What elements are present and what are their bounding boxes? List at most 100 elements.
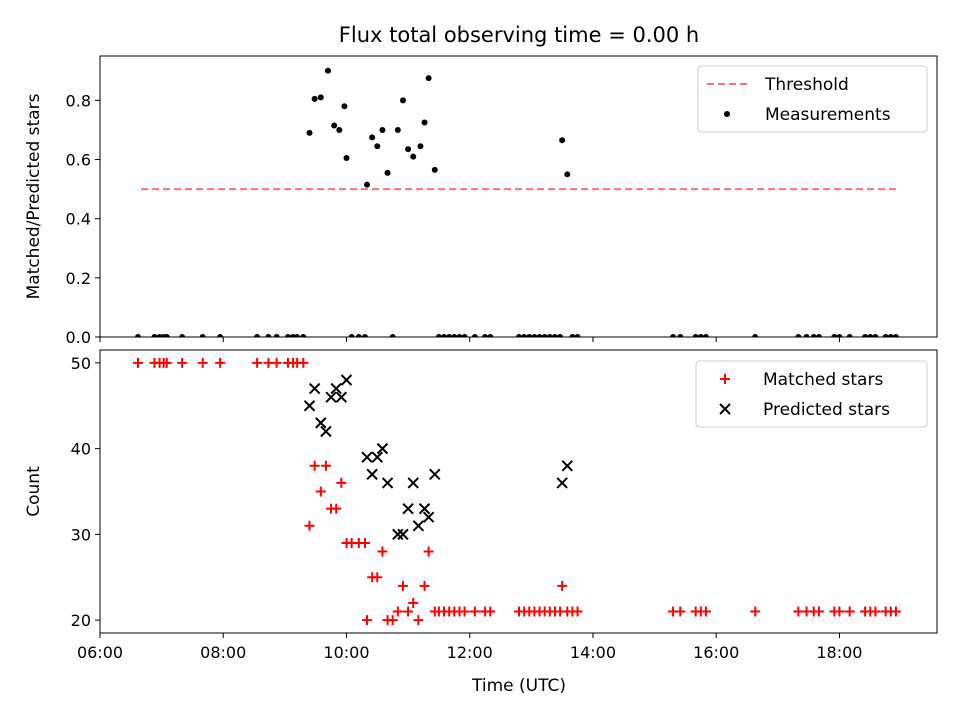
matched-starspoint [675,606,686,617]
plot-area [134,67,899,337]
measurementspoint [417,143,424,150]
figure-title: Flux total observing time = 0.00 h [339,23,699,47]
measurementspoint [399,97,406,104]
matched-starspoint [215,357,226,368]
predicted-starspoint [392,528,404,541]
legend-box [695,360,928,428]
measurementspoint [526,334,533,337]
matched-starspoint [870,606,881,617]
measurementspoint [536,334,543,337]
y-tick-label: 30 [71,525,91,544]
matched-starspoint [298,357,309,368]
y-tick-label: 0.2 [66,269,91,288]
measurementspoint [394,126,401,133]
predicted-starspoint [429,468,441,481]
matched-starspoint [403,606,414,617]
x-tick-label: 06:00 [77,643,123,662]
measurementspoint [831,334,838,337]
measurementspoint [410,153,417,160]
matched-starspoint [377,546,388,557]
y-tick-label: 0.8 [66,91,91,110]
measurementspoint [872,334,879,337]
predicted-starspoint [561,460,573,472]
matched-starspoint [359,537,370,548]
y-tick-label: 20 [71,611,91,630]
matched-starspoint [413,615,424,626]
measurementspoint [331,122,338,129]
measurementspoint [405,146,412,153]
measurementspoint [564,171,571,178]
measurementspoint [384,169,391,176]
measurementspoint [482,334,489,337]
measurementspoint [311,95,318,102]
measurementspoint [284,334,291,337]
matched-starspoint [320,460,331,471]
matched-starspoint [161,357,172,368]
measurementspoint [273,334,280,337]
predicted-starspoint [366,468,378,481]
measurementspoint [379,126,386,133]
measurementspoint [364,181,371,188]
measurementspoint [569,334,576,337]
measurementspoint [435,334,442,337]
predicted-starspoint [330,382,342,395]
predicted-starspoint [335,391,348,403]
measurementspoint [265,334,272,337]
measurementspoint [324,67,331,74]
matched-starspoint [459,606,470,617]
measurementspoint [551,334,558,337]
measurementspoint [151,334,158,337]
matched-starspoint [132,357,143,368]
legend-label: Measurements [765,105,891,125]
predicted-starspoint [376,442,389,455]
legend-label: Matched stars [763,370,883,390]
measurementspoint [294,334,301,337]
predicted-starspoint [371,451,383,463]
measurementspoint [369,134,376,141]
matched-starspoint [304,520,315,531]
measurementspoint [361,334,368,337]
matched-starspoint [750,606,761,617]
measurementspoint [803,334,810,337]
legend-box [697,65,928,133]
measurementspoint [336,126,343,133]
ratio-axes: 0.0 0.2 0.4 0.6 0.8 Matched/Predicted stars Th… [24,55,938,347]
measurementspoint [487,334,494,337]
measurementspoint [355,334,362,337]
measurementspoint [461,334,468,337]
measurementspoint [456,334,463,337]
measurementspoint [697,334,704,337]
measurementspoint [343,155,350,162]
predicted-starspoint [361,451,373,463]
measurementspoint [862,334,869,337]
matched-starspoint [423,546,434,557]
legend-label: Predicted stars [763,400,890,420]
predicted-starspoint [325,391,337,403]
matched-starspoint [392,606,403,617]
measurementspoint [677,334,684,337]
measurementspoint [846,334,853,337]
axes-frame [99,55,938,338]
measurementspoint [254,334,261,337]
measurementspoint [546,334,553,337]
matched-starspoint [485,606,496,617]
y-tick-label: 0.6 [66,151,91,170]
measurementspoint [163,334,170,337]
x-tick-label: 16:00 [693,643,739,662]
measurementspoint [199,334,206,337]
measurementspoint [795,334,802,337]
measurementspoint [374,143,381,150]
x-tick-label: 08:00 [200,643,246,662]
measurementspoint [559,137,566,144]
measurementspoint [317,94,324,101]
predicted-starspoint [418,502,431,515]
y-axis-label: Count [24,466,44,517]
count-axes: 20 30 40 50 06:00 08:00 10:00 12:00 14:00 16:00 18… [24,349,938,696]
measurementspoint [431,166,438,173]
predicted-starspoint [320,425,332,438]
matched-starspoint [177,357,188,368]
matched-starspoint [387,615,398,626]
measurementspoint [867,334,874,337]
matched-starspoint [331,503,342,514]
